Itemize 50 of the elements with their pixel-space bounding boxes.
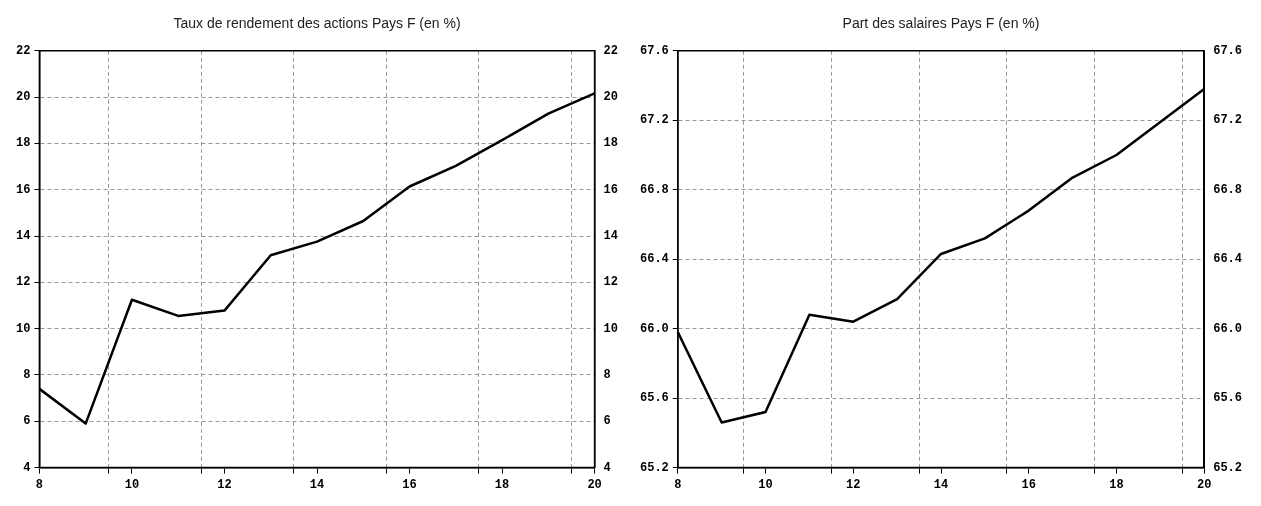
y2-tick-label: 67.6 bbox=[1213, 43, 1243, 58]
y-tick-label: 18 bbox=[16, 136, 31, 151]
y2-tick-label: 65.6 bbox=[1213, 391, 1243, 406]
x-tick-label: 12 bbox=[217, 477, 232, 492]
y-tick-label: 14 bbox=[16, 229, 31, 244]
y-tick-label: 66.0 bbox=[639, 321, 669, 336]
y2-tick-label: 66.0 bbox=[1213, 321, 1243, 336]
y2-tick-label: 8 bbox=[603, 367, 611, 382]
x-tick-label: 20 bbox=[587, 477, 602, 492]
x-tick-label: 8 bbox=[35, 477, 43, 492]
y-tick-label: 6 bbox=[23, 414, 31, 429]
y2-tick-label: 66.8 bbox=[1213, 182, 1243, 197]
x-tick-label: 12 bbox=[846, 477, 861, 492]
x-tick-label: 18 bbox=[1109, 477, 1124, 492]
chart-title: Part des salaires Pays F (en %) bbox=[842, 15, 1040, 32]
y-tick-label: 67.2 bbox=[639, 113, 669, 128]
y-tick-label: 4 bbox=[23, 460, 31, 475]
y2-tick-label: 6 bbox=[603, 414, 611, 429]
y-tick-label: 20 bbox=[16, 90, 31, 105]
y2-tick-label: 66.4 bbox=[1213, 252, 1243, 267]
x-tick-label: 14 bbox=[309, 477, 325, 492]
y2-tick-label: 18 bbox=[603, 136, 618, 151]
y2-tick-label: 67.2 bbox=[1213, 113, 1243, 128]
y-tick-label: 66.4 bbox=[639, 252, 669, 267]
y-tick-label: 65.6 bbox=[639, 391, 669, 406]
y2-tick-label: 65.2 bbox=[1213, 460, 1243, 475]
chart-title: Taux de rendement des actions Pays F (en %) bbox=[173, 15, 461, 32]
x-tick-label: 20 bbox=[1196, 477, 1212, 492]
x-tick-label: 10 bbox=[758, 477, 773, 492]
y2-tick-label: 14 bbox=[603, 229, 618, 244]
y-tick-label: 16 bbox=[16, 182, 31, 197]
y2-tick-label: 12 bbox=[603, 275, 618, 290]
x-tick-label: 8 bbox=[674, 477, 682, 492]
y-tick-label: 10 bbox=[16, 321, 31, 336]
y-tick-label: 65.2 bbox=[639, 460, 669, 475]
y-tick-label: 8 bbox=[23, 367, 31, 382]
y-tick-label: 67.6 bbox=[639, 43, 669, 58]
y2-tick-label: 10 bbox=[603, 321, 618, 336]
y2-tick-label: 20 bbox=[603, 90, 618, 105]
y-tick-label: 22 bbox=[16, 43, 31, 58]
y-tick-label: 66.8 bbox=[639, 182, 669, 197]
y-tick-label: 12 bbox=[16, 275, 31, 290]
x-tick-label: 18 bbox=[494, 477, 510, 492]
y2-tick-label: 16 bbox=[603, 182, 618, 197]
x-tick-label: 16 bbox=[402, 477, 417, 492]
x-tick-label: 14 bbox=[933, 477, 949, 492]
x-tick-label: 16 bbox=[1021, 477, 1036, 492]
y2-tick-label: 4 bbox=[603, 460, 611, 475]
y2-tick-label: 22 bbox=[603, 43, 618, 58]
x-tick-label: 10 bbox=[124, 477, 140, 492]
